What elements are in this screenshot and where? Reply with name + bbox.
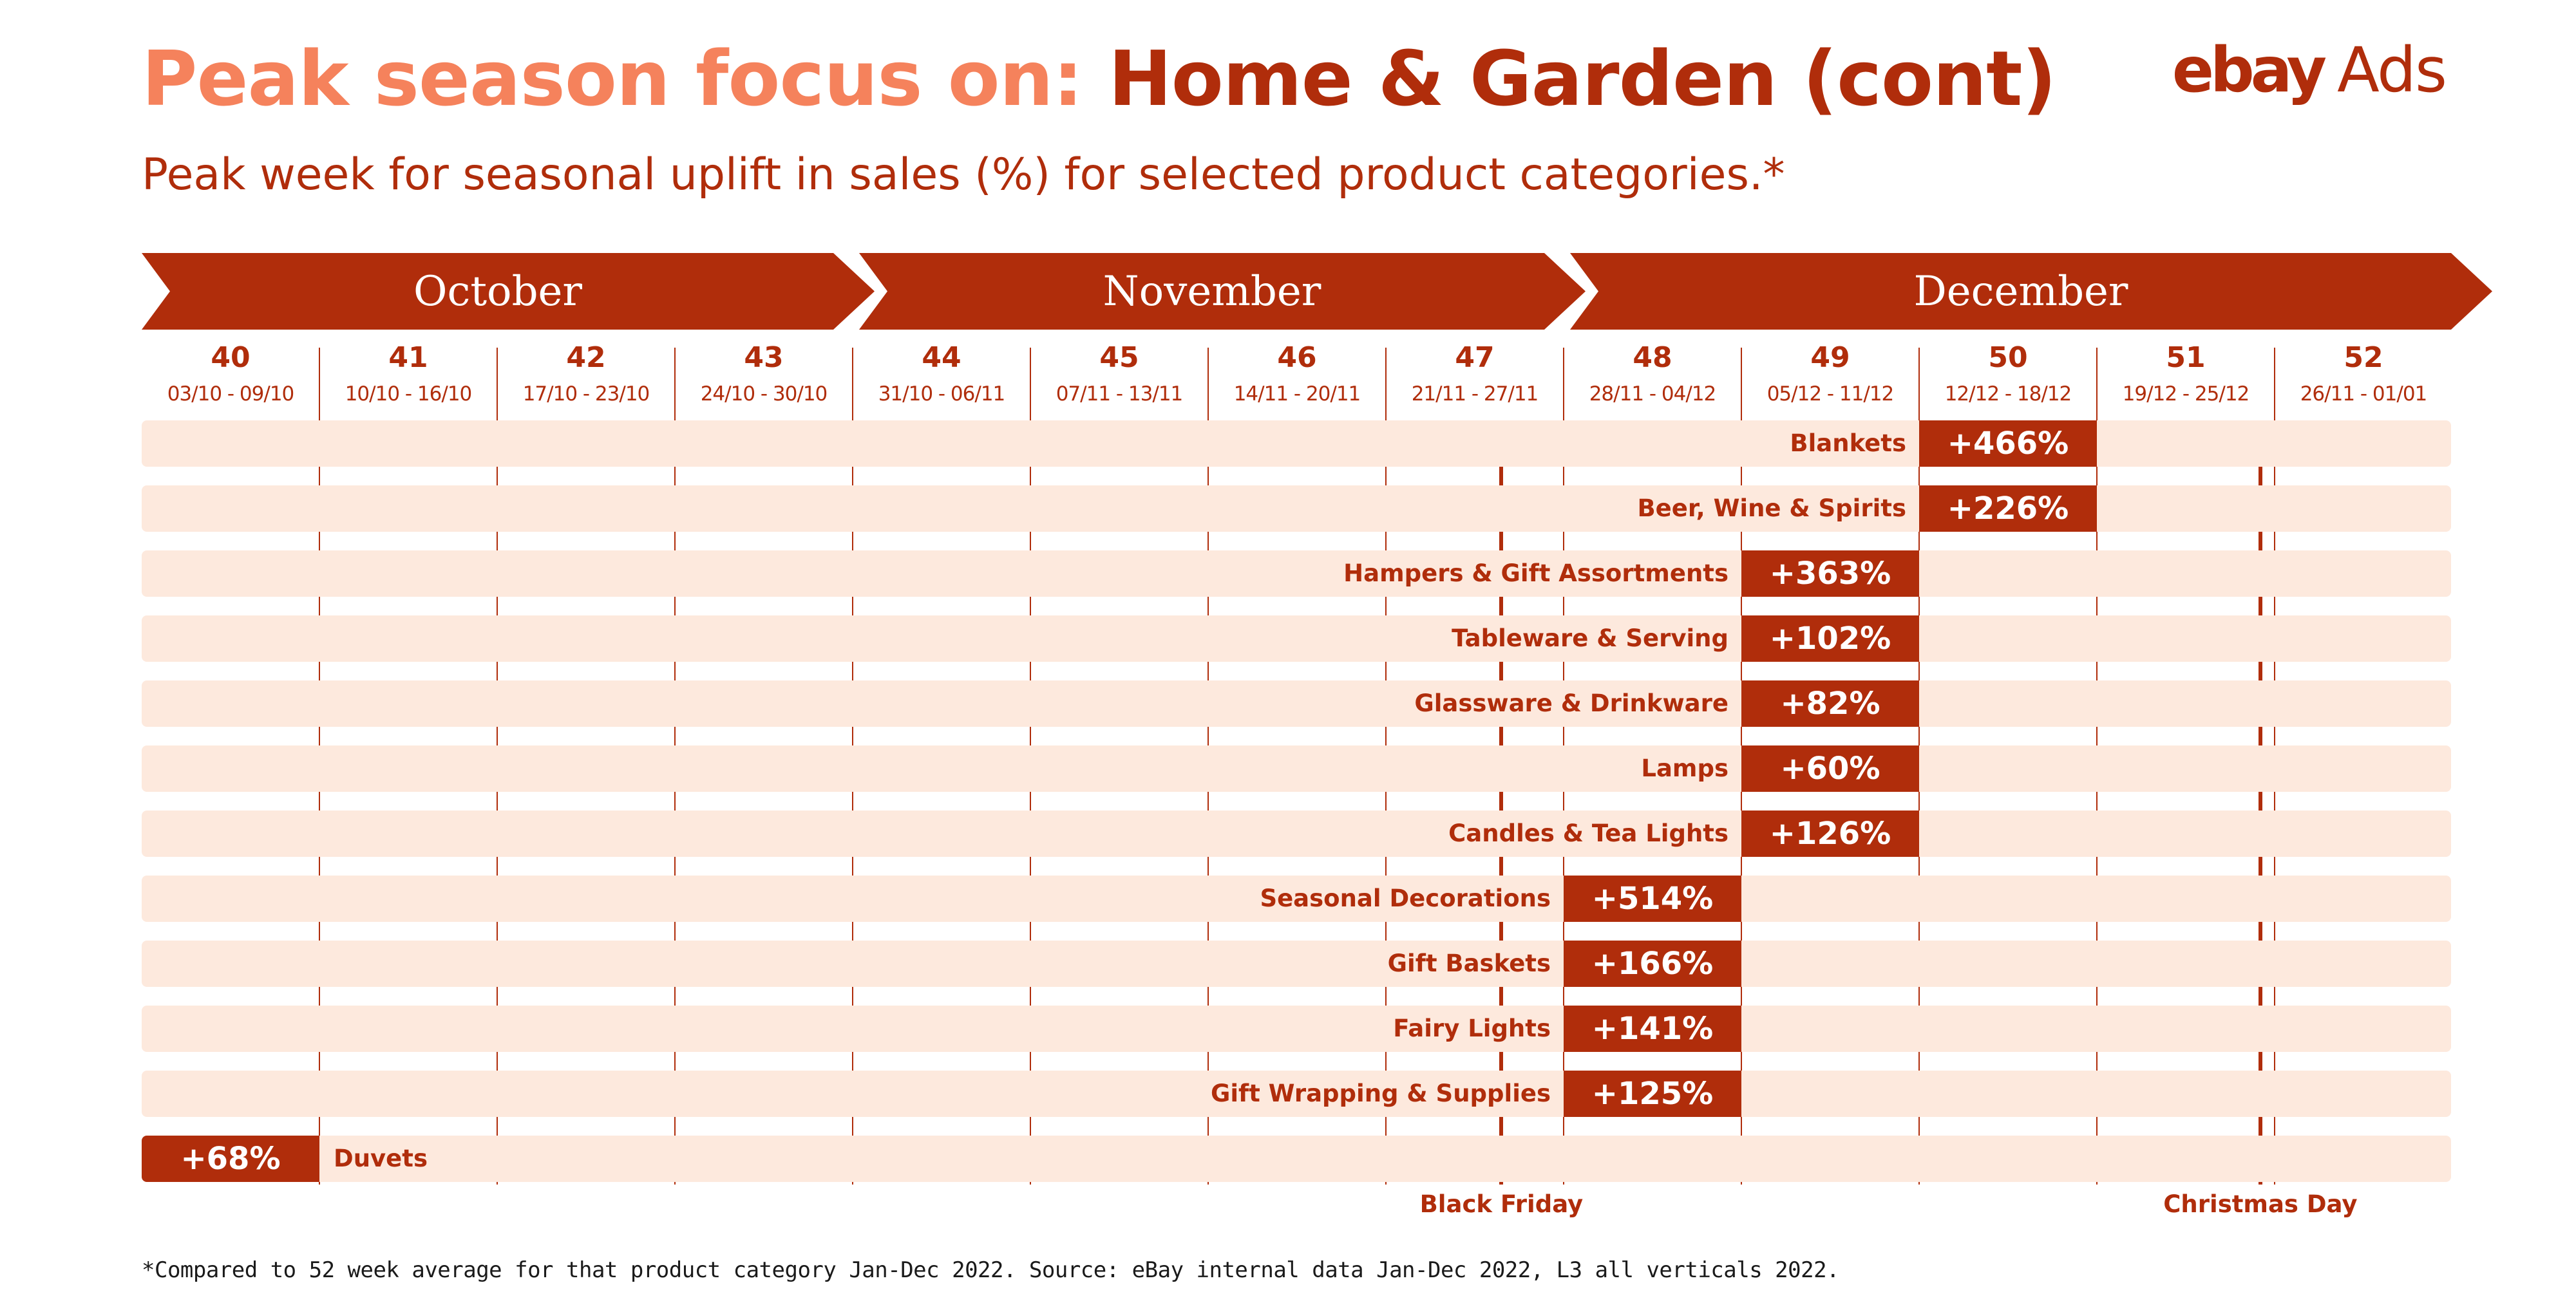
week-number: 51 — [2166, 341, 2206, 374]
logo-ebay-text: ebay — [2172, 34, 2327, 106]
week-number: 46 — [1277, 341, 1317, 374]
uplift-value: +60% — [1741, 745, 1919, 792]
category-label: Fairy Lights — [1393, 1015, 1551, 1042]
uplift-value: +125% — [1564, 1071, 1741, 1117]
event-label: Christmas Day — [2163, 1190, 2358, 1218]
category-row — [142, 876, 2451, 922]
title-category: Home & Garden (cont) — [1108, 34, 2056, 123]
category-label: Gift Baskets — [1387, 950, 1551, 977]
category-label: Seasonal Decorations — [1260, 885, 1551, 912]
category-label: Candles & Tea Lights — [1448, 820, 1728, 847]
week-number: 52 — [2344, 341, 2383, 374]
month-chevron-december — [1570, 253, 2492, 330]
uplift-value: +226% — [1919, 485, 2097, 532]
month-label-october: October — [413, 267, 582, 315]
week-dates: 28/11 - 04/12 — [1589, 382, 1717, 406]
week-number: 48 — [1633, 341, 1672, 374]
category-label: Beer, Wine & Spirits — [1637, 494, 1906, 522]
category-row — [142, 1006, 2451, 1052]
week-dates: 19/12 - 25/12 — [2122, 382, 2250, 406]
category-row — [142, 1136, 2451, 1182]
category-label: Duvets — [334, 1145, 428, 1172]
category-label: Hampers & Gift Assortments — [1343, 559, 1728, 587]
week-dates: 31/10 - 06/11 — [878, 382, 1006, 406]
category-row — [142, 615, 2451, 662]
month-band — [142, 253, 2492, 330]
uplift-value: +166% — [1564, 941, 1741, 987]
week-number: 50 — [1988, 341, 2028, 374]
category-label: Lamps — [1641, 754, 1728, 782]
uplift-value: +68% — [142, 1136, 319, 1182]
uplift-value: +141% — [1564, 1006, 1741, 1052]
week-number: 42 — [566, 341, 606, 374]
uplift-value: +82% — [1741, 680, 1919, 727]
page-subtitle: Peak week for seasonal uplift in sales (… — [142, 149, 1785, 200]
week-dates: 03/10 - 09/10 — [167, 382, 295, 406]
category-row — [142, 1071, 2451, 1117]
week-number: 49 — [1810, 341, 1850, 374]
ebay-ads-logo: ebay Ads — [2172, 28, 2447, 112]
footnote: *Compared to 52 week average for that pr… — [142, 1257, 1840, 1283]
category-label: Glassware & Drinkware — [1414, 689, 1728, 717]
month-chevron-october — [142, 253, 875, 330]
category-row — [142, 680, 2451, 727]
week-dates: 05/12 - 11/12 — [1766, 382, 1895, 406]
week-dates: 24/10 - 30/10 — [700, 382, 828, 406]
week-dates: 21/11 - 27/11 — [1411, 382, 1539, 406]
week-number: 47 — [1455, 341, 1495, 374]
uplift-value: +514% — [1564, 876, 1741, 922]
week-number: 40 — [211, 341, 251, 374]
week-dates: 17/10 - 23/10 — [522, 382, 650, 406]
category-row — [142, 941, 2451, 987]
uplift-value: +102% — [1741, 615, 1919, 662]
week-dates: 26/11 - 01/01 — [2300, 382, 2428, 406]
week-dates: 10/10 - 16/10 — [345, 382, 473, 406]
month-chevron-november — [859, 253, 1586, 330]
week-dates: 14/11 - 20/11 — [1233, 382, 1361, 406]
week-number: 45 — [1099, 341, 1139, 374]
week-dates: 12/12 - 18/12 — [1944, 382, 2072, 406]
week-dates: 07/11 - 13/11 — [1056, 382, 1184, 406]
month-label-december: December — [1913, 267, 2128, 315]
category-label: Blankets — [1790, 429, 1906, 457]
uplift-value: +363% — [1741, 550, 1919, 597]
category-label: Tableware & Serving — [1452, 624, 1728, 652]
week-number: 41 — [388, 341, 428, 374]
uplift-value: +126% — [1741, 811, 1919, 857]
week-number: 44 — [922, 341, 961, 374]
category-row — [142, 550, 2451, 597]
category-row — [142, 811, 2451, 857]
logo-ads-text: Ads — [2337, 34, 2447, 106]
category-label: Gift Wrapping & Supplies — [1210, 1080, 1551, 1107]
page-title: Peak season focus on: Home & Garden (con… — [142, 27, 2056, 130]
uplift-value: +466% — [1919, 420, 2097, 467]
category-row — [142, 745, 2451, 792]
event-label: Black Friday — [1419, 1190, 1584, 1218]
month-label-november: November — [1103, 267, 1321, 315]
week-number: 43 — [744, 341, 784, 374]
title-prefix: Peak season focus on: — [142, 34, 1083, 123]
